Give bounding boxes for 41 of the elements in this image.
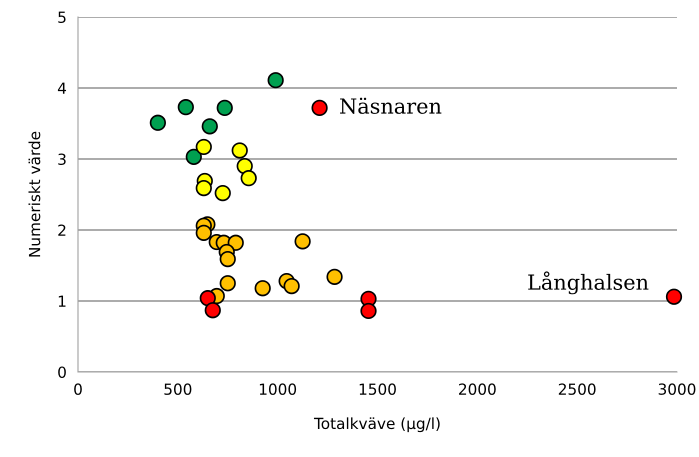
y-tick-label: 5 — [58, 12, 66, 24]
point — [268, 72, 284, 88]
point — [216, 100, 233, 116]
x-tick-label: 500 — [164, 383, 192, 395]
point — [666, 288, 682, 305]
point — [284, 278, 300, 294]
annotation: Långhalsen — [528, 271, 648, 294]
x-tick-label: 3000 — [658, 383, 696, 395]
point — [196, 224, 212, 241]
point — [220, 250, 236, 268]
y-tick-label: 2 — [58, 224, 66, 236]
point — [196, 138, 212, 156]
point — [214, 184, 231, 202]
point — [150, 114, 166, 131]
annotation: Näsnaren — [340, 98, 442, 114]
point — [228, 234, 244, 251]
point — [202, 118, 218, 134]
point — [311, 100, 328, 116]
x-axis-title: Totalkväve (µg/l) — [314, 417, 440, 432]
point — [240, 170, 257, 186]
point — [326, 268, 343, 285]
y-tick-label: 4 — [58, 82, 66, 94]
x-tick-label: 2000 — [459, 383, 496, 395]
point — [254, 280, 271, 296]
x-tick-label: 1500 — [360, 383, 396, 395]
x-tick-label: 0 — [74, 383, 82, 395]
point — [178, 99, 194, 116]
y-tick-label: 0 — [58, 366, 66, 378]
point — [200, 290, 216, 306]
x-tick-label: 2500 — [558, 383, 596, 395]
x-tick-label: 1000 — [260, 383, 296, 395]
y-tick-label: 1 — [58, 296, 66, 307]
point — [204, 302, 221, 318]
point — [186, 148, 202, 165]
point — [220, 275, 236, 292]
y-tick-label: 3 — [58, 153, 66, 166]
y-axis-title: Numeriskt värde — [28, 132, 40, 257]
point — [360, 302, 377, 320]
point — [294, 233, 311, 250]
point — [196, 180, 212, 196]
point — [232, 142, 248, 159]
